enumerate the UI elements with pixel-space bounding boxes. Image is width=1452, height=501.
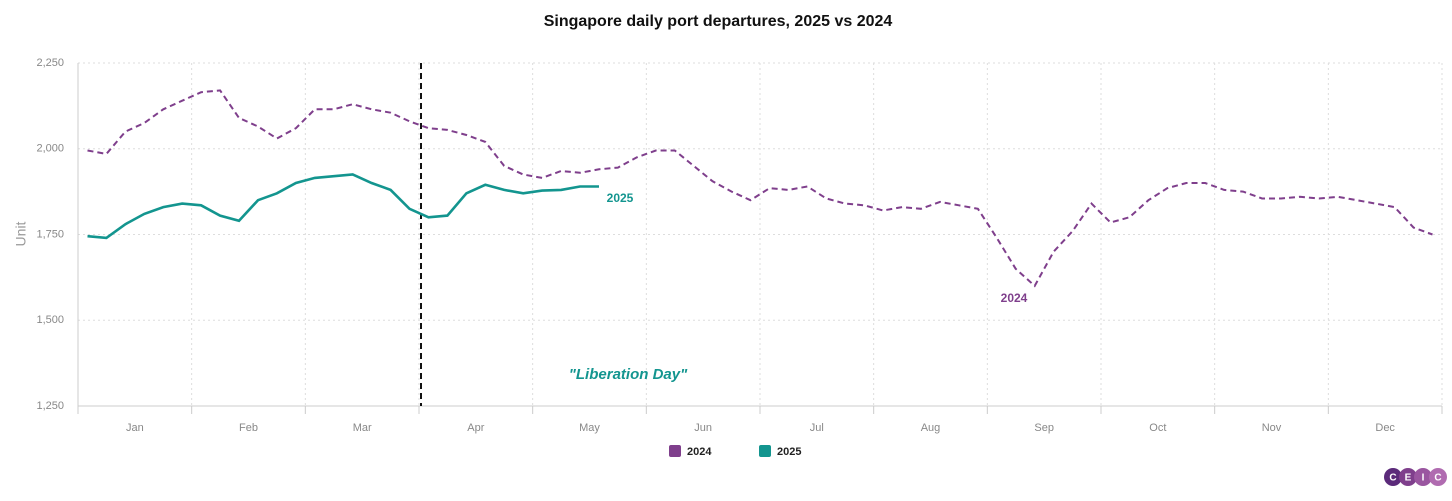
logo-letter: C [1389, 473, 1396, 484]
series-line [87, 173, 599, 240]
logo-circle [1399, 468, 1417, 486]
legend-swatch [669, 445, 681, 457]
x-tick-label: Jun [694, 422, 712, 434]
annotation: "Liberation Day" [569, 366, 688, 383]
x-tick-label: Apr [467, 422, 484, 434]
x-tick-label: Dec [1375, 422, 1395, 434]
x-tick-label: Nov [1262, 422, 1282, 434]
annotation: 2024 [1001, 291, 1028, 305]
x-tick-label: Feb [239, 422, 258, 434]
x-tick-label: Aug [921, 422, 941, 434]
x-tick-label: Sep [1034, 422, 1054, 434]
legend-label: 2025 [777, 446, 801, 458]
logo-circle [1384, 468, 1402, 486]
logo-letter: C [1434, 473, 1441, 484]
series-line [87, 89, 1433, 288]
x-tick-label: Mar [353, 422, 372, 434]
y-tick-label: 2,000 [36, 143, 64, 155]
chart-title: Singapore daily port departures, 2025 vs… [544, 13, 893, 30]
legend-swatch [759, 445, 771, 457]
logo-letter: I [1422, 473, 1425, 484]
y-tick-label: 1,250 [36, 400, 64, 412]
y-tick-label: 1,750 [36, 228, 64, 240]
x-tick-label: Jan [126, 422, 144, 434]
y-tick-label: 2,250 [36, 57, 64, 69]
x-tick-label: May [579, 422, 600, 434]
logo-circle [1414, 468, 1432, 486]
x-tick-label: Oct [1149, 422, 1166, 434]
logo-circle [1429, 468, 1447, 486]
x-tick-label: Jul [810, 422, 824, 434]
logo-letter: E [1405, 473, 1412, 484]
annotation: 2025 [607, 191, 634, 205]
y-tick-label: 1,500 [36, 314, 64, 326]
y-axis-label: Unit [13, 221, 29, 246]
legend-label: 2024 [687, 446, 712, 458]
